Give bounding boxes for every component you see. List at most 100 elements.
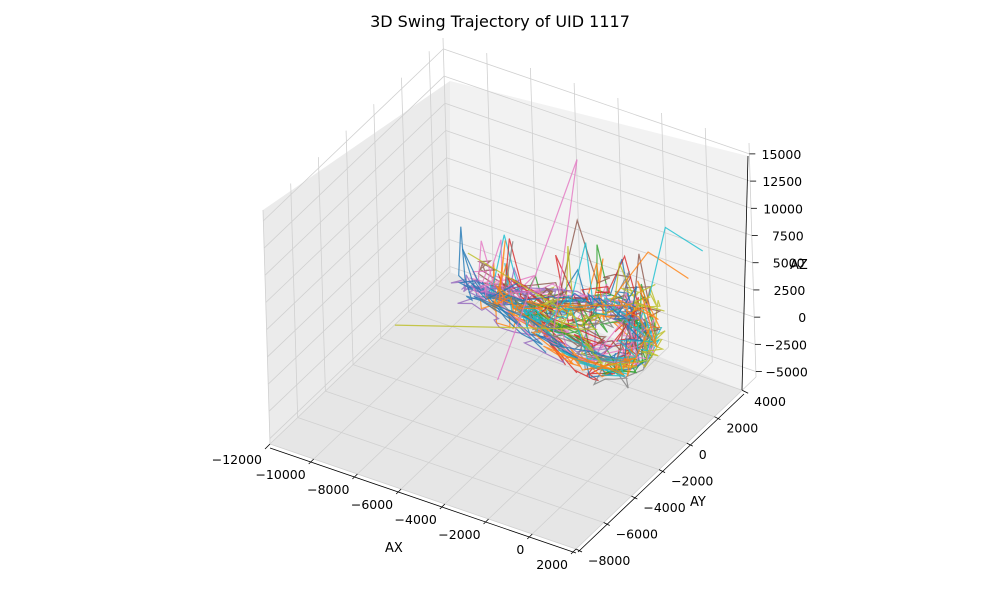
x-tick-mark (264, 443, 271, 450)
z-gridline-back (443, 48, 750, 155)
axes (269, 155, 749, 554)
y-gridline-floor (352, 364, 660, 470)
x-gridline-wall (442, 37, 451, 273)
z-gridline-back (447, 184, 754, 291)
x-gridline-wall (748, 142, 757, 378)
x-gridline-floor (532, 361, 713, 535)
y-tick-mark (603, 522, 610, 526)
z-tick-label: 5000 (773, 256, 805, 271)
y-tick-mark (575, 548, 583, 553)
trajectory-line (457, 226, 644, 359)
z-gridline-back (446, 157, 753, 264)
x-tick-label: −10000 (255, 467, 305, 482)
z-gridline-left (266, 157, 447, 331)
y-tick-label: 0 (699, 447, 707, 462)
x-gridline-wall (530, 67, 538, 303)
z-tick-label: 2500 (774, 283, 806, 298)
z-axis-line (741, 155, 749, 391)
trajectory-line (538, 261, 666, 371)
x-tick-mark (570, 548, 577, 555)
trajectory-line (495, 240, 661, 377)
y-gridline-floor (269, 443, 577, 550)
trajectory-line (648, 226, 704, 296)
x-gridline-floor (269, 271, 451, 445)
z-gridline-left (267, 211, 449, 385)
y-gridline-wall (317, 157, 326, 392)
y-gridline-floor (380, 337, 687, 444)
z-gridline-left (263, 75, 445, 249)
floor-pane (270, 272, 742, 549)
y-gridline-wall (345, 130, 354, 365)
x-gridline-floor (575, 376, 757, 550)
x-tick-mark (308, 458, 314, 465)
y-tick-mark (631, 495, 638, 500)
y-axis-line (577, 393, 745, 553)
z-gridline-back (444, 75, 751, 182)
z-tick-label: 12500 (762, 174, 802, 189)
z-tick-label: −5000 (766, 365, 808, 380)
y-gridline-wall (428, 51, 437, 286)
z-gridline-left (263, 48, 444, 222)
z-gridline-back (444, 102, 752, 209)
y-tick-mark (714, 416, 721, 421)
y-gridline-floor (325, 390, 632, 497)
trajectory-line (539, 286, 662, 356)
y-gridline-wall (290, 183, 299, 418)
x-gridline-floor (357, 301, 538, 475)
y-tick-label: −4000 (643, 500, 685, 515)
y-tick-label: 2000 (726, 421, 758, 436)
back-pane (450, 81, 748, 390)
x-tick-label: 0 (516, 542, 524, 557)
y-tick-mark (686, 442, 693, 447)
y-tick-label: −8000 (588, 553, 630, 568)
x-gridline-wall (704, 127, 713, 363)
z-tick-label: 0 (798, 310, 806, 325)
z-tick-label: 15000 (762, 147, 802, 162)
x-tick-label: −4000 (395, 512, 437, 527)
trajectory-line (394, 252, 598, 330)
z-tick-label: −2500 (765, 337, 807, 352)
y-tick-label: −2000 (671, 474, 713, 489)
y-tick-label: 4000 (754, 394, 786, 409)
y-tick-mark (741, 389, 749, 394)
x-tick-label: 2000 (536, 557, 568, 572)
y-tick-mark (658, 469, 666, 473)
trajectory-line (497, 159, 578, 381)
chart-title: 3D Swing Trajectory of UID 1117 (370, 12, 630, 31)
x-axis-line (269, 447, 577, 554)
x-tick-mark (483, 518, 489, 525)
x-tick-label: −6000 (351, 497, 393, 512)
x-gridline-wall (486, 52, 495, 288)
z-gridline-left (269, 266, 451, 439)
z-gridline-left (264, 103, 446, 276)
x-tick-label: −12000 (212, 452, 262, 467)
x-tick-label: −2000 (438, 527, 480, 542)
y-gridline-wall (401, 77, 409, 312)
x-tick-label: −8000 (307, 482, 349, 497)
x-gridline-floor (488, 346, 669, 520)
trajectory-line (609, 251, 689, 303)
y-gridline-wall (262, 209, 271, 445)
trajectory-series (394, 159, 704, 389)
x-tick-mark (352, 473, 358, 480)
z-gridline-left (268, 239, 450, 412)
z-tick-label: 10000 (763, 201, 803, 216)
x-tick-mark (527, 533, 533, 540)
y-gridline-floor (297, 417, 604, 523)
x-gridline-floor (313, 286, 494, 460)
z-gridline-left (265, 130, 447, 303)
x-axis-label: AX (385, 541, 403, 556)
x-tick-mark (395, 488, 402, 495)
y-gridline-wall (373, 104, 382, 339)
z-gridline-left (267, 184, 448, 358)
y-tick-label: −6000 (616, 527, 658, 542)
z-axis-label: AZ (790, 258, 808, 273)
left-pane (263, 81, 450, 444)
trajectory-line (539, 246, 663, 368)
y-gridline-floor (408, 311, 715, 418)
y-axis-label: AY (690, 495, 706, 510)
z-tick-label: 7500 (772, 229, 804, 244)
z-gridline-back (445, 130, 752, 236)
